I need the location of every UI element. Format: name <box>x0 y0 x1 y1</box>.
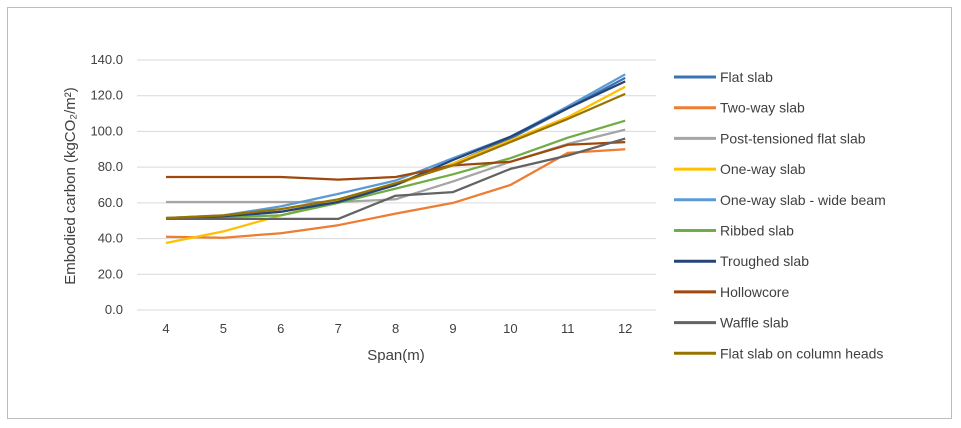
series-line-flat-slab-on-column-heads <box>165 92 626 220</box>
x-tick-label: 5 <box>220 321 227 336</box>
x-tick-label: 8 <box>392 321 399 336</box>
y-tick-label: 80.0 <box>98 159 123 174</box>
legend-label: Ribbed slab <box>720 223 794 239</box>
x-tick-label: 11 <box>561 321 575 336</box>
series-lines <box>165 73 626 245</box>
legend-label: Flat slab on column heads <box>720 345 883 361</box>
series-line-waffle-slab <box>166 137 626 221</box>
legend-label: Troughed slab <box>720 253 809 269</box>
x-axis-title: Span(m) <box>367 347 425 364</box>
y-tick-label: 100.0 <box>90 123 123 138</box>
series-line-ribbed-slab <box>165 119 626 220</box>
series-line-two-way-slab <box>165 148 626 239</box>
x-tick-label: 12 <box>618 321 632 336</box>
legend-label: One-way slab - wide beam <box>720 192 886 208</box>
y-tick-label: 120.0 <box>90 88 123 103</box>
x-tick-label: 6 <box>277 321 284 336</box>
legend-label: Waffle slab <box>720 315 789 331</box>
chart-frame <box>7 7 952 419</box>
legend-label: Flat slab <box>720 69 773 85</box>
y-tick-label: 40.0 <box>98 231 123 246</box>
legend-label: Post-tensioned flat slab <box>720 130 866 146</box>
y-tick-label: 140.0 <box>90 52 123 67</box>
x-tick-label: 4 <box>162 321 169 336</box>
series-line-post-tensioned-flat-slab <box>166 128 626 204</box>
legend-label: Two-way slab <box>720 100 805 116</box>
y-axis-title: Embodied carbon (kgCO₂/m²) <box>62 87 79 285</box>
x-tick-label: 7 <box>335 321 342 336</box>
x-tick-label: 10 <box>503 321 517 336</box>
series-line-hollowcore <box>166 140 626 181</box>
y-tick-label: 60.0 <box>98 195 123 210</box>
y-tick-label: 0.0 <box>105 302 123 317</box>
x-tick-labels: 4 5 6 7 8 9 10 11 12 <box>162 321 632 336</box>
gridlines <box>137 59 656 311</box>
y-tick-labels: 0.0 20.0 40.0 60.0 80.0 100.0 120.0 140.0 <box>90 52 123 317</box>
series-line-troughed-slab <box>165 80 626 221</box>
legend: Flat slab Two-way slab Post-tensioned flat… <box>674 69 886 361</box>
x-tick-label: 9 <box>449 321 456 336</box>
legend-label: Hollowcore <box>720 284 789 300</box>
legend-label: One-way slab <box>720 161 806 177</box>
y-tick-label: 20.0 <box>98 266 123 281</box>
